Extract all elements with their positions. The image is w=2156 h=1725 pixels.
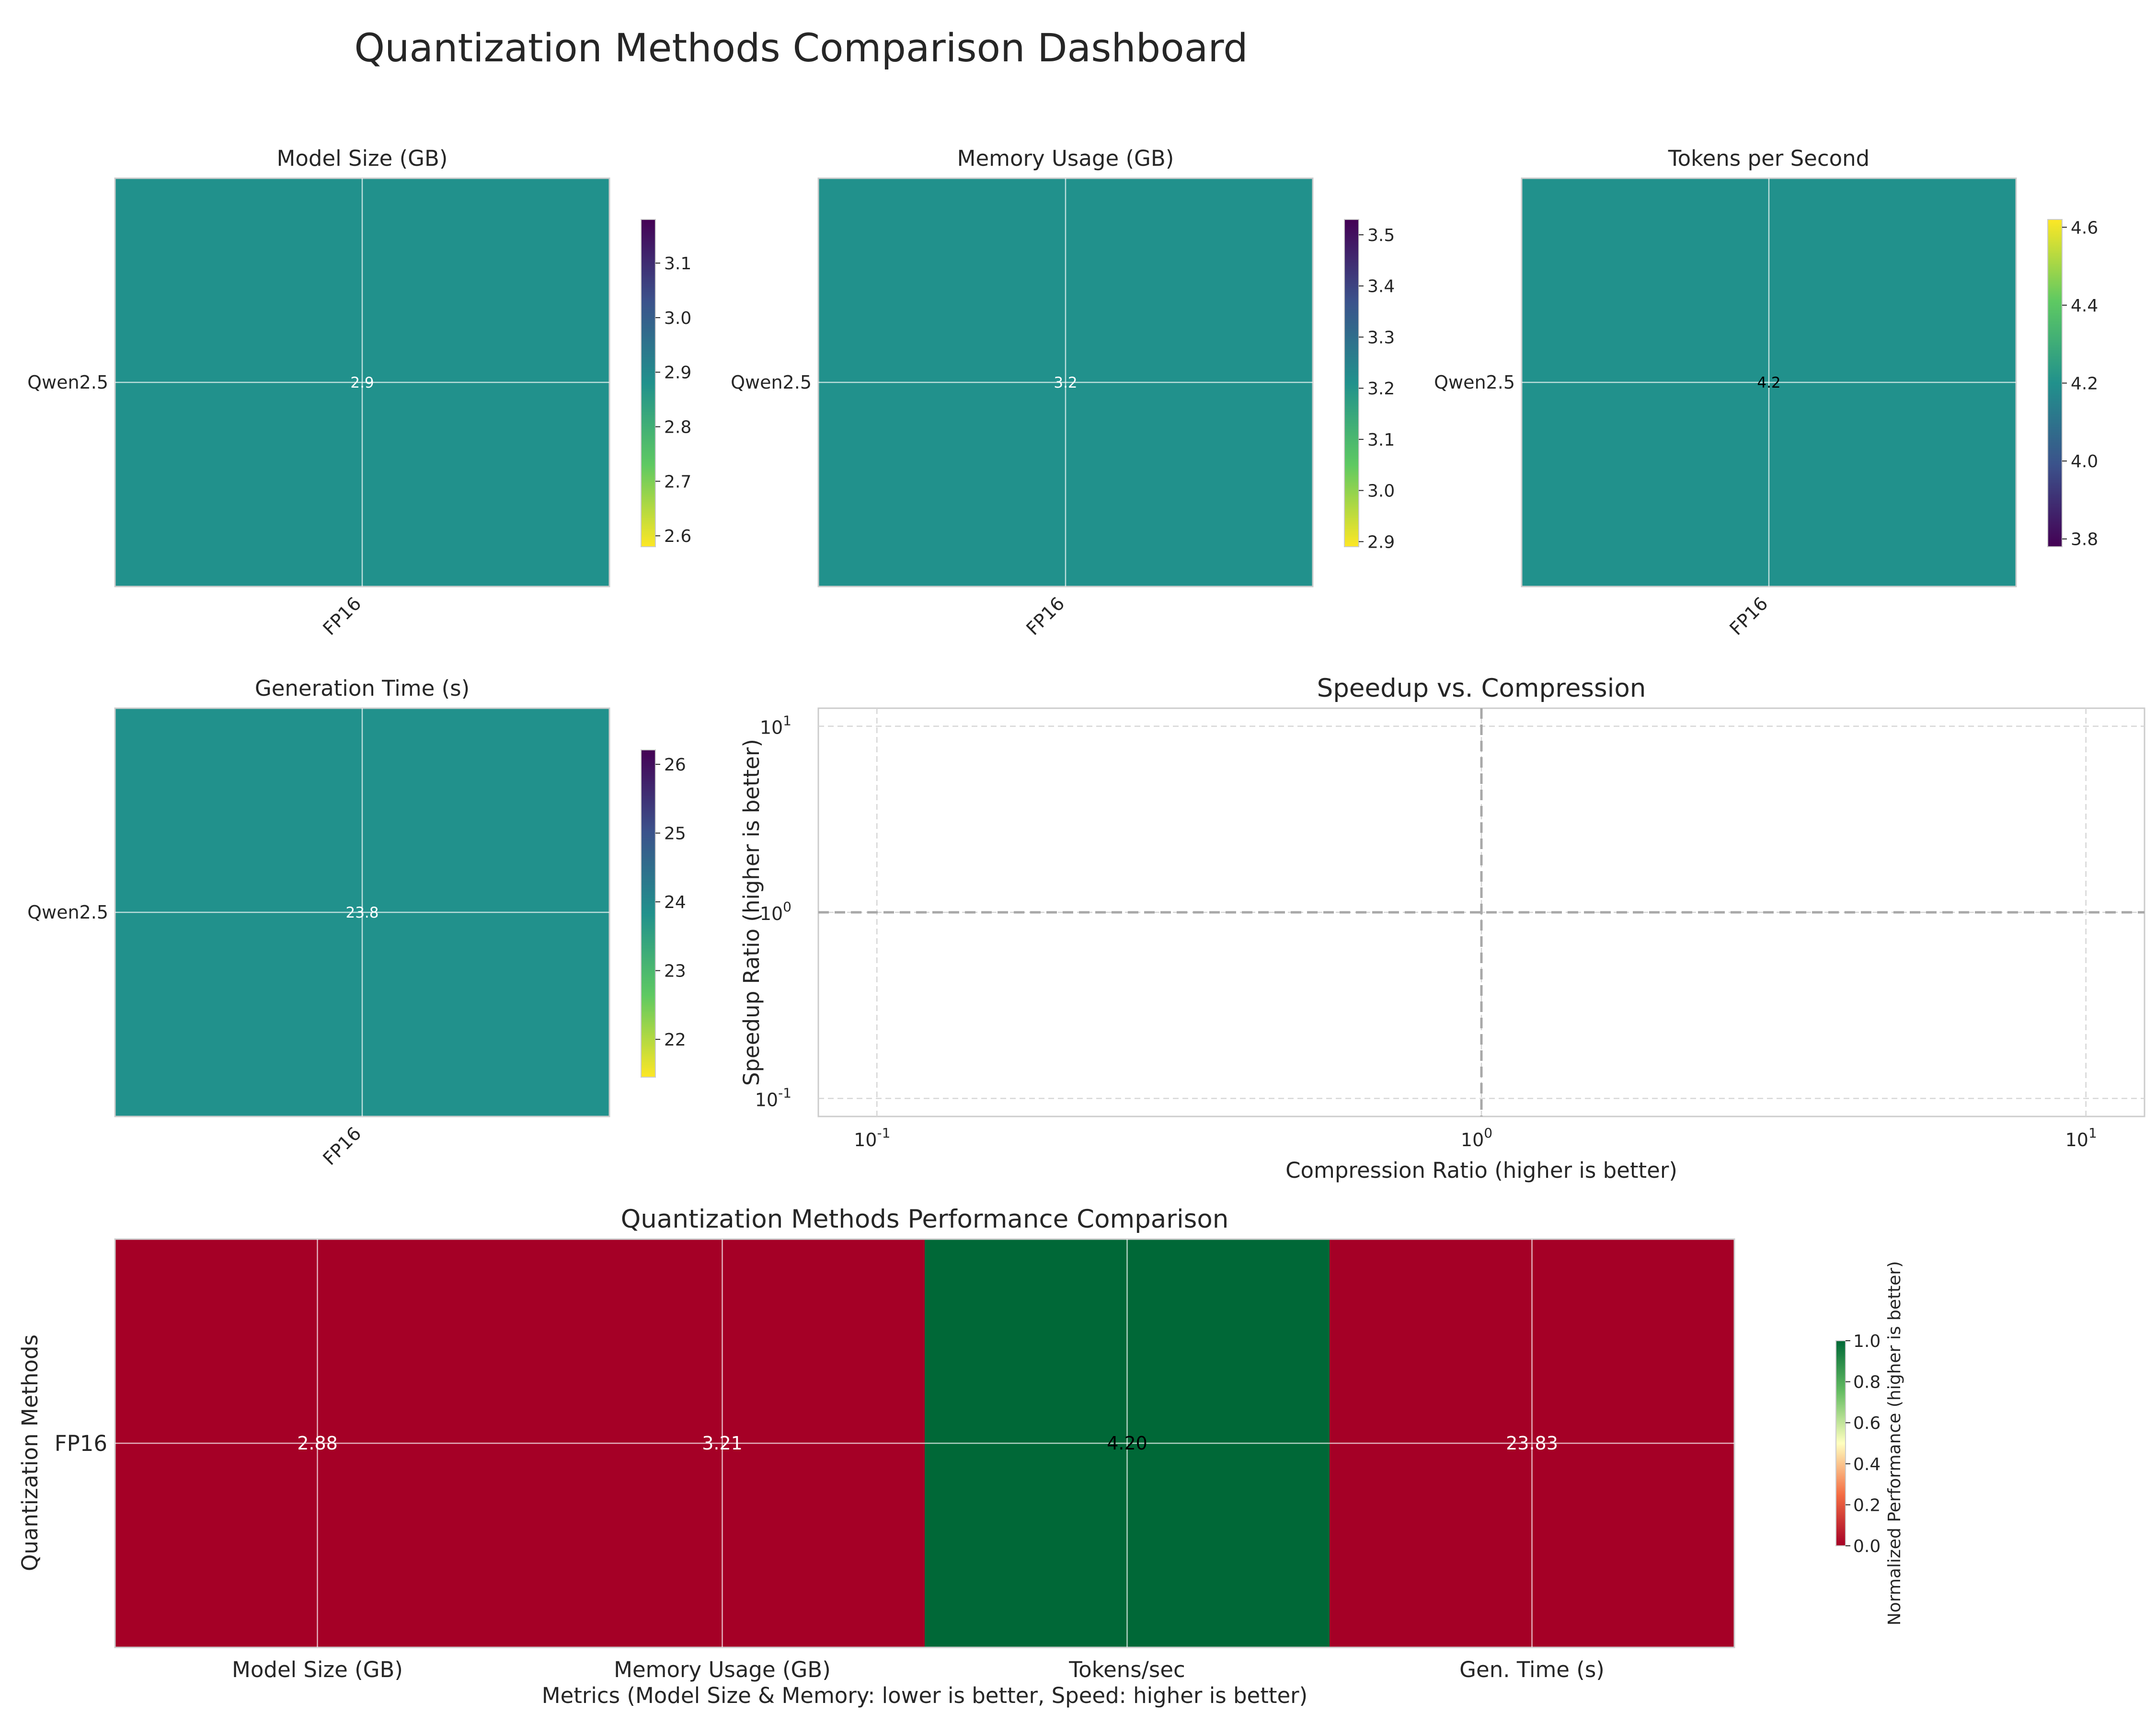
y-axis-label: Quantization Methods	[17, 1334, 43, 1571]
panel-title: Quantization Methods Performance Compari…	[621, 1205, 1229, 1234]
colorbar-tick-label: 23	[664, 962, 686, 981]
row-tick-label: Qwen2.5	[27, 372, 108, 393]
col-tick-label: Model Size (GB)	[232, 1657, 403, 1682]
cell-value-label: 23.8	[345, 904, 378, 921]
col-tick-label: Memory Usage (GB)	[614, 1657, 831, 1682]
performance-heatmap-panel: 2.88 Model Size (GB) 3.21 Memory Usage (GB)…	[17, 1205, 1904, 1708]
colorbar-tick-label: 2.9	[1367, 532, 1395, 552]
col-tick-label: Tokens/sec	[1068, 1657, 1185, 1682]
colorbar-tick-label: 3.2	[1367, 379, 1395, 399]
colorbar	[641, 749, 656, 1078]
panel-title: Tokens per Second	[1668, 146, 1869, 171]
row-tick-label: Qwen2.5	[27, 902, 108, 923]
colorbar-tick-label: 4.2	[2071, 374, 2098, 394]
colorbar-tick-label: 3.1	[1367, 430, 1395, 450]
colorbar-tick-label: 0.0	[1853, 1537, 1881, 1556]
colorbar-tick-label: 2.7	[664, 472, 691, 492]
cell-value-label: 4.2	[1757, 374, 1780, 391]
colorbar-tick-label: 0.6	[1853, 1414, 1881, 1433]
colorbar-tick-label: 3.8	[2071, 530, 2098, 550]
colorbar-tick-label: 3.1	[664, 254, 691, 274]
cell-value-label: 23.83	[1506, 1433, 1558, 1454]
colorbar	[641, 219, 656, 547]
cell-value-label: 2.9	[350, 374, 374, 391]
col-tick-label: Gen. Time (s)	[1459, 1657, 1605, 1682]
colorbar-tick-label: 4.6	[2071, 218, 2098, 238]
colorbar-tick-label: 2.8	[664, 418, 691, 437]
col-tick-label: FP16	[1725, 593, 1772, 639]
colorbar-tick-label: 4.4	[2071, 296, 2098, 316]
y-tick-label: 10-1	[755, 1085, 791, 1110]
col-tick-label: FP16	[1022, 593, 1068, 639]
row-tick-label: Qwen2.5	[731, 372, 812, 393]
colorbar-tick-label: 0.2	[1853, 1495, 1881, 1515]
x-axis-label: Metrics (Model Size & Memory: lower is b…	[542, 1683, 1307, 1708]
x-axis-label: Compression Ratio (higher is better)	[1285, 1158, 1677, 1183]
cell-value-label: 3.2	[1054, 374, 1077, 391]
cell-value-label: 3.21	[702, 1433, 743, 1454]
colorbar-tick-label: 0.8	[1853, 1373, 1881, 1392]
colorbar-tick-label: 24	[664, 893, 686, 912]
row-tick-label: Qwen2.5	[1434, 372, 1515, 393]
colorbar-tick-label: 1.0	[1853, 1332, 1881, 1351]
panel-title: Memory Usage (GB)	[957, 146, 1174, 171]
colorbar-tick-label: 3.5	[1367, 226, 1395, 245]
scatter-panel: 10-1 100 101 10-1 100 101 Speedup vs. Compress…	[739, 674, 2145, 1183]
colorbar	[2047, 219, 2063, 547]
y-axis-label: Speedup Ratio (higher is better)	[739, 739, 764, 1086]
y-tick-label: 101	[760, 713, 791, 738]
colorbar-label: Normalized Performance (higher is better…	[1885, 1261, 1904, 1626]
colorbar-tick-label: 4.0	[2071, 452, 2098, 472]
colorbar-tick-label: 0.4	[1853, 1455, 1881, 1474]
col-tick-label: FP16	[319, 593, 365, 639]
y-tick-label: 100	[760, 899, 791, 924]
panel-title: Generation Time (s)	[255, 676, 470, 701]
colorbar-tick-label: 3.0	[1367, 482, 1395, 501]
x-tick-label: 101	[2065, 1125, 2097, 1150]
heatmap-panel: Generation Time (s) 23.8 Qwen2.5 FP16 22 23 24…	[27, 676, 686, 1169]
colorbar-tick-label: 26	[664, 755, 686, 775]
col-tick-label: FP16	[319, 1123, 365, 1169]
heatmap-panel: Model Size (GB) 2.9 Qwen2.5 FP16 2.6 2.7 2.8 2.…	[27, 146, 691, 639]
colorbar	[1344, 219, 1359, 547]
colorbar-tick-label: 2.6	[664, 527, 691, 546]
colorbar-tick-label: 3.0	[664, 309, 691, 328]
panel-title: Model Size (GB)	[277, 146, 448, 171]
heatmap-panel: Tokens per Second 4.2 Qwen2.5 FP16 3.8 4.0 4.2…	[1434, 146, 2098, 639]
colorbar-tick-label: 25	[664, 824, 686, 844]
cell-value-label: 4.20	[1107, 1433, 1147, 1454]
heatmap-panel: Memory Usage (GB) 3.2 Qwen2.5 FP16 2.9 3.0 3.1…	[731, 146, 1395, 639]
colorbar-tick-label: 3.4	[1367, 277, 1395, 297]
colorbar-tick-label: 3.3	[1367, 328, 1395, 347]
colorbar	[1835, 1340, 1846, 1546]
x-tick-label: 100	[1461, 1125, 1492, 1150]
panel-title: Speedup vs. Compression	[1317, 674, 1646, 703]
x-tick-label: 10-1	[854, 1125, 890, 1150]
dashboard-title: Quantization Methods Comparison Dashboar…	[354, 26, 1248, 71]
colorbar-tick-label: 2.9	[664, 363, 691, 383]
cell-value-label: 2.88	[297, 1433, 338, 1454]
colorbar-tick-label: 22	[664, 1030, 686, 1050]
row-tick-label: FP16	[55, 1431, 107, 1456]
